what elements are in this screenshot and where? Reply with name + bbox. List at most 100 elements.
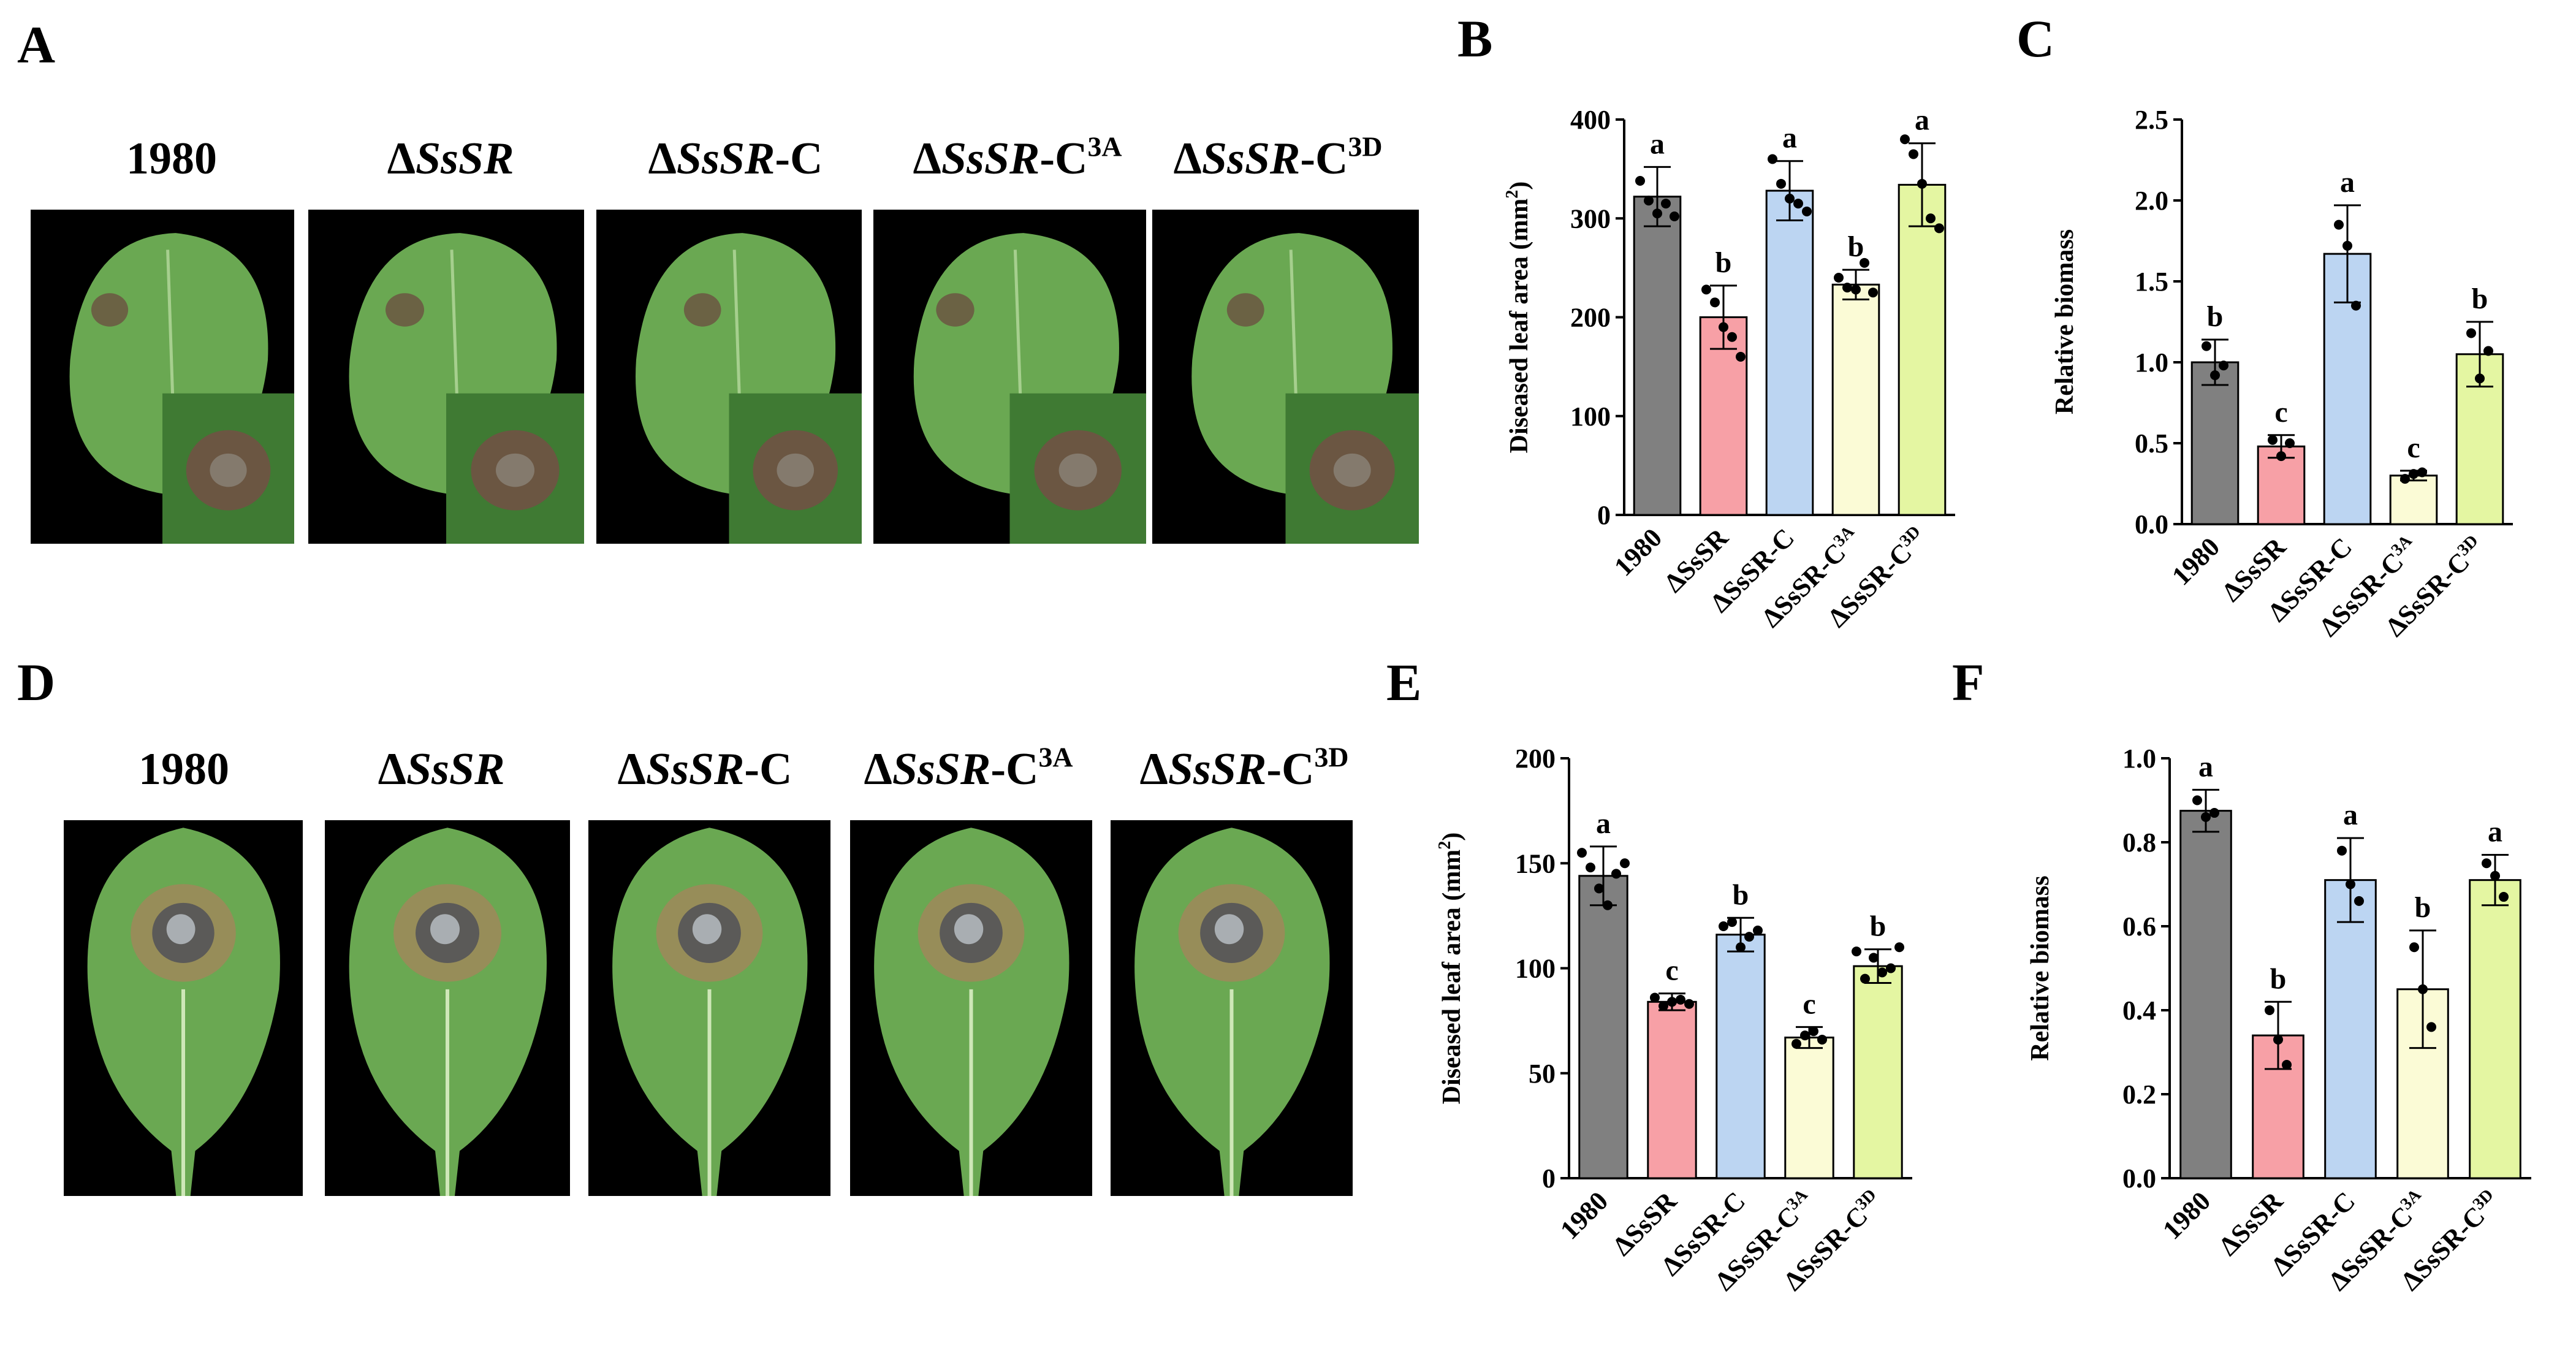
data-point: [1736, 352, 1746, 362]
data-point: [1852, 946, 1861, 957]
significance-letter: c: [2407, 432, 2420, 464]
y-tick-label: 300: [1570, 204, 1611, 234]
bar-chart-c: 0.0 0.5 1.0 1.5 2.0 2.5 Relative biomass b 1980 c…: [2051, 105, 2513, 642]
data-point: [2490, 870, 2500, 881]
leaf-photo-d-1980: [64, 820, 303, 1196]
y-tick-label: 0.0: [2135, 509, 2168, 539]
y-tick-label: 0.4: [2122, 996, 2156, 1026]
data-point: [1900, 134, 1910, 145]
significance-letter: b: [2472, 283, 2488, 315]
data-point: [1676, 994, 1685, 1005]
data-point: [1917, 178, 1927, 189]
data-point: [1800, 1030, 1810, 1041]
panel-letter-d: D: [17, 653, 56, 712]
data-point: [1869, 953, 1879, 963]
y-tick-label: 2.5: [2135, 105, 2168, 135]
y-tick-label: 200: [1515, 744, 1556, 774]
y-tick-label: 150: [1515, 848, 1556, 878]
data-point: [1719, 921, 1728, 931]
data-point: [1611, 869, 1621, 879]
y-tick-label: 0.5: [2135, 428, 2168, 459]
leaf-image: [612, 828, 808, 1196]
leaf-photo-d-sssr-c: [588, 820, 830, 1196]
strain-label: ΔSsSR: [378, 744, 505, 794]
data-point: [1670, 211, 1679, 222]
significance-letter: b: [1870, 910, 1886, 943]
y-tick-label: 1.5: [2135, 267, 2168, 297]
data-point: [1868, 287, 1878, 298]
data-point: [2192, 795, 2202, 805]
significance-letter: b: [1848, 230, 1864, 263]
data-point: [1926, 213, 1936, 224]
significance-letter: a: [2340, 166, 2355, 199]
data-point: [2273, 1034, 2283, 1045]
data-point: [1793, 199, 1803, 209]
bar: [1898, 183, 1947, 516]
leaf-photo-a-sssr-c: [596, 210, 862, 544]
strain-label: ΔSsSR-C3D: [1139, 741, 1349, 794]
data-point: [1719, 322, 1728, 332]
lesion: [386, 293, 424, 327]
data-point: [2499, 892, 2509, 902]
leaf-photo-d-sssr-c3a: [850, 820, 1092, 1196]
y-axis-label: Diseased leaf area (mm2): [1503, 181, 1533, 454]
category-label: 1980: [2157, 1186, 2216, 1245]
significance-letter: a: [1915, 104, 1929, 137]
leaf-image: [1191, 233, 1419, 544]
data-point: [1620, 858, 1630, 869]
leaf-image: [913, 233, 1146, 544]
significance-letter: a: [1782, 122, 1797, 154]
bar: [2179, 810, 2232, 1179]
strain-label: ΔSsSR: [387, 134, 514, 184]
y-tick-label: 0.8: [2122, 828, 2156, 858]
y-tick-label: 400: [1570, 105, 1611, 135]
significance-letter: a: [2198, 750, 2213, 783]
bar: [1578, 875, 1628, 1179]
bar: [1853, 965, 1903, 1179]
y-axis-label: Relative biomass: [2051, 229, 2079, 414]
data-point: [1652, 208, 1662, 219]
data-point: [2418, 984, 2428, 994]
data-point: [1701, 284, 1711, 295]
significance-letter: b: [2415, 891, 2431, 924]
strain-label: ΔSsSR-C3A: [913, 131, 1122, 184]
leaf-image: [69, 233, 294, 544]
data-point: [2417, 467, 2427, 478]
y-tick-label: 0.6: [2122, 912, 2156, 942]
bar: [2469, 879, 2521, 1179]
chart-body: 0.0 0.5 1.0 1.5 2.0 2.5 Relative biomass b 1980 c…: [2051, 105, 2513, 642]
data-point: [1886, 963, 1896, 973]
data-point: [1851, 284, 1861, 295]
data-point: [2426, 1022, 2436, 1032]
data-point: [2268, 435, 2278, 445]
panel-letter-e: E: [1386, 653, 1422, 712]
data-point: [2409, 469, 2418, 479]
y-axis-label: Diseased leaf area (mm2): [1435, 832, 1466, 1105]
data-point: [2346, 879, 2355, 889]
data-point: [1658, 1001, 1668, 1011]
leaf-photo-d-sssr: [325, 820, 570, 1196]
strain-label: 1980: [139, 744, 229, 794]
significance-letter: b: [1733, 878, 1749, 911]
significance-letter: b: [2270, 962, 2287, 995]
leaf-image: [87, 828, 280, 1196]
leaf-image: [349, 828, 547, 1196]
data-point: [1860, 973, 1870, 984]
strain-label: ΔSsSR-C3A: [864, 741, 1073, 794]
bar: [1647, 1000, 1697, 1179]
leaf-image: [635, 233, 862, 544]
data-point: [1727, 917, 1737, 927]
data-point: [1909, 149, 1918, 159]
data-point: [1934, 223, 1944, 234]
data-point: [2400, 474, 2410, 484]
chart-body: 0 50 100 150 200 Diseased leaf area (mm2) a 198…: [1435, 744, 1912, 1297]
data-point: [1809, 1026, 1818, 1037]
leaf-photo-a-sssr-c3a: [873, 210, 1146, 544]
data-point: [1785, 194, 1795, 204]
data-point: [1644, 196, 1654, 206]
data-point: [1586, 862, 1595, 873]
bar: [1831, 283, 1880, 516]
data-point: [2334, 219, 2344, 230]
data-point: [1768, 154, 1777, 164]
significance-letter: b: [1715, 246, 1732, 279]
